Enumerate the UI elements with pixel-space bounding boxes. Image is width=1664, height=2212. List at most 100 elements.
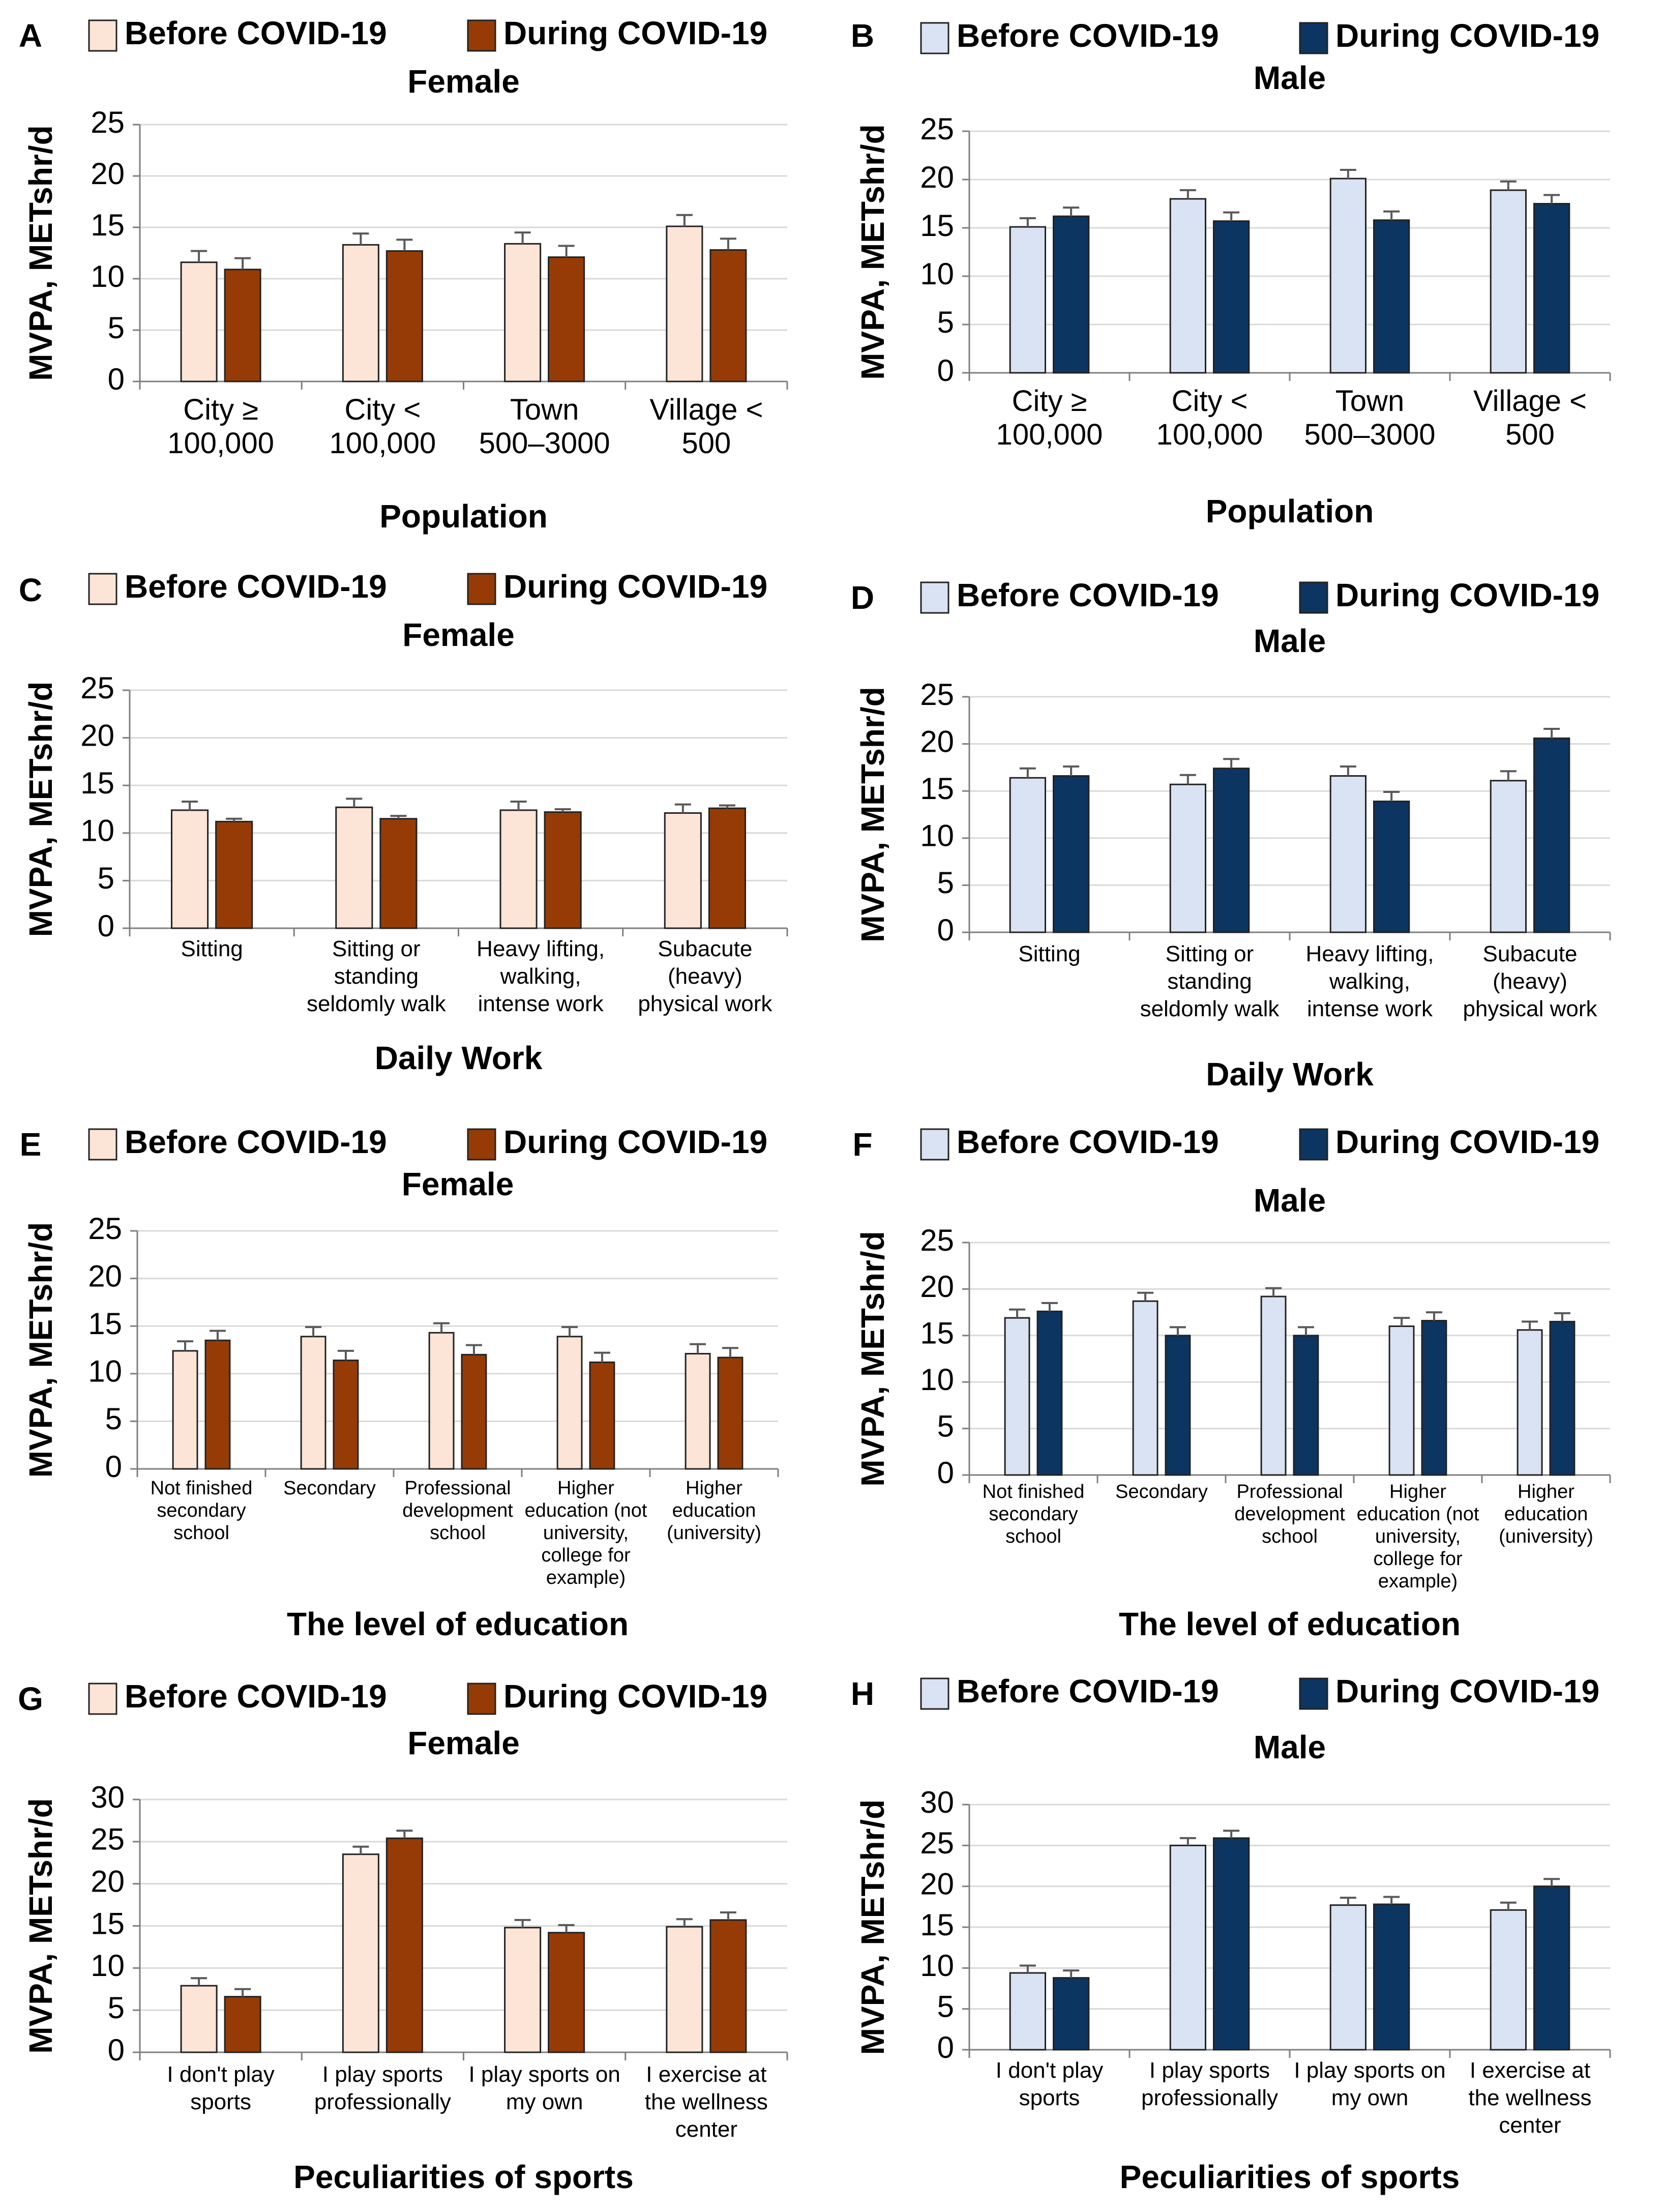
legend-label-before: Before COVID-19 xyxy=(125,15,387,51)
y-axis-label: MVPA, METshr/d xyxy=(854,1231,891,1487)
bar-before xyxy=(1169,783,1206,933)
y-tick-label: 5 xyxy=(937,866,954,900)
x-axis-label: The level of education xyxy=(1119,1606,1461,1642)
x-tick-label: Sitting xyxy=(1018,941,1080,966)
y-tick-label: 15 xyxy=(88,1307,122,1341)
y-tick-label: 0 xyxy=(108,362,125,396)
bar-before xyxy=(1388,1325,1415,1476)
x-tick-label: Town 500–3000 xyxy=(479,393,610,460)
y-tick-label: 5 xyxy=(937,1409,954,1443)
legend-swatch-before xyxy=(920,1128,949,1161)
bar-during xyxy=(544,811,582,929)
y-tick-label: 5 xyxy=(98,861,114,895)
y-tick-label: 10 xyxy=(88,1354,122,1389)
y-tick-label: 20 xyxy=(920,1270,954,1304)
y-tick-label: 5 xyxy=(937,305,954,339)
bar-before xyxy=(504,1927,542,2053)
bar-before xyxy=(664,812,702,929)
x-tick-label: Village <500 xyxy=(1473,385,1587,451)
bar-before xyxy=(1169,198,1206,374)
y-axis-label: MVPA, METshr/d xyxy=(22,125,59,381)
bar-during xyxy=(717,1356,744,1470)
y-tick-label: 15 xyxy=(91,1906,125,1940)
y-tick-label: 25 xyxy=(88,1212,122,1246)
x-axis-label: Peculiarities of sports xyxy=(293,2159,634,2195)
legend-swatch-during xyxy=(1299,1128,1328,1161)
legend-label-during: During COVID-19 xyxy=(503,1124,767,1160)
x-tick-label: I play sports on my own xyxy=(1294,2058,1445,2110)
y-tick-label: 0 xyxy=(98,909,114,943)
bar-during xyxy=(1036,1310,1063,1476)
chart-title: Female xyxy=(407,1725,520,1761)
legend-swatch-during xyxy=(467,1683,496,1715)
bar-before xyxy=(1490,780,1527,933)
bar-before xyxy=(300,1336,326,1470)
legend-label-during: During COVID-19 xyxy=(1335,577,1599,613)
x-tick-label: I exercise at the wellness center xyxy=(1468,2058,1591,2138)
bar-during xyxy=(1053,1977,1090,2051)
legend-label-before: Before COVID-19 xyxy=(125,568,387,605)
bar-during xyxy=(385,1837,423,2053)
bar-during xyxy=(333,1360,359,1470)
y-tick-label: 20 xyxy=(80,718,114,752)
bar-during xyxy=(709,249,747,382)
y-tick-label: 20 xyxy=(920,724,954,758)
bar-during xyxy=(1549,1320,1576,1476)
bar-before xyxy=(1169,1844,1206,2051)
chart-panel-C: C Before COVID-19 During COVID-19 Female 0 5 1… xyxy=(19,568,788,1076)
legend-swatch-during xyxy=(467,573,496,605)
y-tick-label: 0 xyxy=(937,913,954,947)
y-tick-label: 20 xyxy=(91,157,125,191)
bar-during xyxy=(461,1353,487,1470)
bar-before xyxy=(1517,1329,1543,1476)
bar-during xyxy=(1373,1903,1410,2051)
legend-swatch-before xyxy=(88,19,117,52)
x-tick-label: Village <500 xyxy=(649,393,763,460)
y-tick-label: 20 xyxy=(920,1867,954,1901)
chart-panel-A: A Before COVID-19 During COVID-19 Female 0 5 1… xyxy=(19,15,788,535)
bar-during xyxy=(548,256,585,382)
x-tick-label: Not finished secondary school xyxy=(151,1478,253,1544)
y-tick-label: 20 xyxy=(88,1259,122,1293)
bar-during xyxy=(224,269,261,382)
bar-during xyxy=(1373,219,1410,374)
y-tick-label: 10 xyxy=(920,257,954,291)
chart-title: Male xyxy=(1254,1729,1326,1765)
x-tick-label: I play sports professionally xyxy=(314,2062,451,2114)
y-tick-label: 30 xyxy=(920,1785,954,1819)
legend-label-before: Before COVID-19 xyxy=(125,1678,387,1715)
bar-before xyxy=(666,225,703,382)
x-tick-label: Secondary xyxy=(283,1478,376,1499)
bar-before xyxy=(180,261,218,382)
legend-swatch-during xyxy=(1299,22,1328,54)
y-axis-label: MVPA, METshr/d xyxy=(854,1800,891,2055)
legend-label-during: During COVID-19 xyxy=(1335,1673,1599,1709)
bar-before xyxy=(556,1336,583,1470)
panel-letter: G xyxy=(18,1680,43,1717)
y-tick-label: 15 xyxy=(920,1908,954,1942)
legend-label-during: During COVID-19 xyxy=(1335,1124,1599,1160)
x-tick-label: Secondary xyxy=(1115,1481,1208,1502)
y-axis-label: MVPA, METshr/d xyxy=(22,1798,59,2054)
y-axis-label: MVPA, METshr/d xyxy=(22,682,59,937)
x-tick-label: Heavy lifting, walking, intense work xyxy=(477,936,605,1016)
bar-before xyxy=(499,809,538,929)
y-tick-label: 25 xyxy=(80,671,114,705)
bar-before xyxy=(171,809,209,929)
x-tick-label: City ≥100,000 xyxy=(996,385,1103,451)
bar-before xyxy=(1490,1909,1527,2051)
y-tick-label: 0 xyxy=(937,353,954,388)
y-tick-label: 0 xyxy=(105,1450,122,1484)
bar-before xyxy=(1329,178,1366,374)
y-tick-label: 25 xyxy=(920,1826,954,1860)
panel-letter: B xyxy=(851,17,874,54)
bar-during xyxy=(708,807,746,929)
bar-before xyxy=(1490,189,1527,374)
bar-during xyxy=(204,1339,231,1470)
legend-swatch-during xyxy=(1299,1677,1328,1710)
bar-before xyxy=(1132,1300,1158,1476)
bar-during xyxy=(1213,1837,1250,2051)
x-tick-label: Not finished secondary school xyxy=(983,1481,1085,1547)
y-tick-label: 25 xyxy=(91,105,125,139)
